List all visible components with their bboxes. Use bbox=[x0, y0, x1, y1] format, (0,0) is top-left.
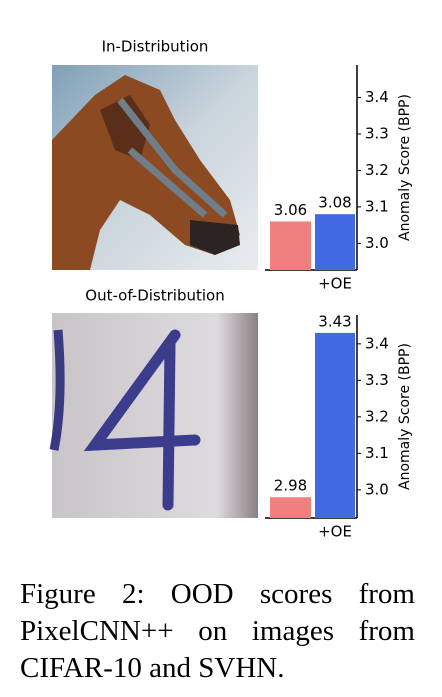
chart-title: In-Distribution bbox=[102, 38, 209, 56]
bar bbox=[315, 214, 355, 270]
caption: Figure 2: OOD scores from PixelCNN++ on … bbox=[20, 578, 415, 684]
y-tick-label: 3.3 bbox=[365, 371, 389, 389]
value-label: 3.08 bbox=[318, 194, 351, 212]
y-tick-label: 3.1 bbox=[365, 444, 389, 462]
digit-image bbox=[49, 313, 258, 518]
value-label: 3.06 bbox=[274, 201, 307, 219]
y-tick-label: 3.4 bbox=[365, 88, 389, 106]
y-tick-label: 3.0 bbox=[365, 480, 389, 498]
y-tick-label: 3.1 bbox=[365, 197, 389, 215]
value-label: 2.98 bbox=[274, 477, 307, 495]
horse-image bbox=[52, 65, 258, 270]
x-tick-label: +OE bbox=[318, 523, 352, 541]
bar bbox=[270, 497, 311, 518]
y-axis-label: Anomaly Score (BPP) bbox=[397, 94, 413, 241]
y-tick-label: 3.3 bbox=[365, 124, 389, 142]
y-tick-label: 3.2 bbox=[365, 161, 389, 179]
figure: In-Distribution 3.0 3.1 3.2 3.3 3.4 Anomaly Sc… bbox=[49, 38, 413, 541]
y-tick-label: 3.0 bbox=[365, 234, 389, 252]
y-axis-label: Anomaly Score (BPP) bbox=[397, 343, 413, 490]
y-tick-label: 3.2 bbox=[365, 407, 389, 425]
value-label: 3.43 bbox=[318, 312, 351, 330]
bar bbox=[315, 332, 355, 518]
bar bbox=[270, 221, 311, 270]
x-tick-label: +OE bbox=[318, 275, 352, 293]
chart-title: Out-of-Distribution bbox=[85, 287, 224, 305]
y-tick-label: 3.4 bbox=[365, 334, 389, 352]
